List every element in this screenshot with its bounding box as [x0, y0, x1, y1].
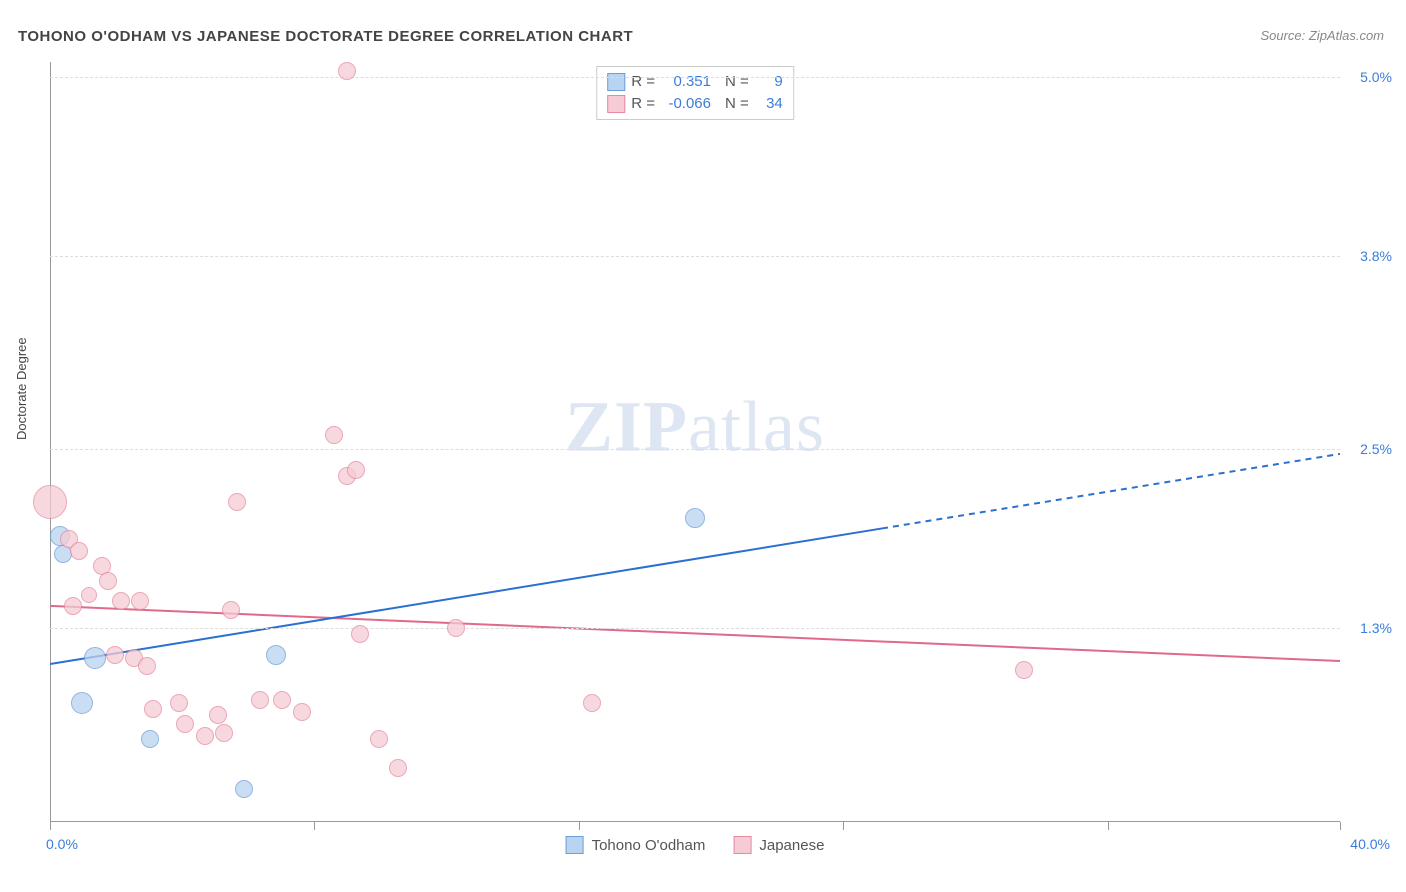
legend-bottom-item: Tohono O'odham [566, 836, 706, 854]
data-point [196, 727, 214, 745]
data-point [81, 587, 97, 603]
data-point [141, 730, 159, 748]
y-tick-label: 5.0% [1360, 69, 1392, 85]
gridline [50, 77, 1340, 78]
data-point [266, 645, 286, 665]
watermark: ZIPatlas [565, 385, 825, 468]
legend-n-label: N = [725, 71, 749, 93]
data-point [251, 691, 269, 709]
data-point [70, 542, 88, 560]
data-point [170, 694, 188, 712]
data-point [71, 692, 93, 714]
legend-swatch [607, 95, 625, 113]
data-point [338, 62, 356, 80]
x-tick-label-max: 40.0% [1350, 836, 1390, 852]
data-point [209, 706, 227, 724]
legend-swatch [566, 836, 584, 854]
data-point [106, 646, 124, 664]
data-point [685, 508, 705, 528]
source-label: Source: ZipAtlas.com [1260, 28, 1384, 43]
legend-top-row: R = -0.066 N = 34 [607, 93, 783, 115]
data-point [33, 485, 67, 519]
y-tick-label: 2.5% [1360, 441, 1392, 457]
legend-r-value: 0.351 [661, 71, 711, 93]
data-point [64, 597, 82, 615]
x-tick [1340, 822, 1341, 830]
legend-r-value: -0.066 [661, 93, 711, 115]
legend-swatch [607, 73, 625, 91]
data-point [293, 703, 311, 721]
y-tick-label: 1.3% [1360, 620, 1392, 636]
legend-label: Tohono O'odham [592, 837, 706, 854]
legend-top-row: R = 0.351 N = 9 [607, 71, 783, 93]
y-axis-label: Doctorate Degree [14, 337, 29, 440]
data-point [228, 493, 246, 511]
x-tick [50, 822, 51, 830]
data-point [351, 625, 369, 643]
data-point [389, 759, 407, 777]
legend-top: R = 0.351 N = 9 R = -0.066 N = 34 [596, 66, 794, 120]
gridline [50, 256, 1340, 257]
data-point [176, 715, 194, 733]
x-tick [314, 822, 315, 830]
legend-n-label: N = [725, 93, 749, 115]
legend-label: Japanese [759, 837, 824, 854]
y-tick-label: 3.8% [1360, 248, 1392, 264]
data-point [273, 691, 291, 709]
legend-bottom: Tohono O'odham Japanese [566, 836, 825, 854]
legend-r-label: R = [631, 71, 655, 93]
data-point [84, 647, 106, 669]
legend-bottom-item: Japanese [733, 836, 824, 854]
data-point [215, 724, 233, 742]
x-tick [1108, 822, 1109, 830]
data-point [112, 592, 130, 610]
data-point [347, 461, 365, 479]
x-tick [843, 822, 844, 830]
data-point [138, 657, 156, 675]
legend-swatch [733, 836, 751, 854]
data-point [447, 619, 465, 637]
x-axis-line [50, 821, 1340, 822]
data-point [144, 700, 162, 718]
y-axis-line [50, 62, 51, 822]
data-point [370, 730, 388, 748]
data-point [325, 426, 343, 444]
gridline [50, 449, 1340, 450]
data-point [235, 780, 253, 798]
x-tick-label-min: 0.0% [46, 836, 78, 852]
legend-n-value: 9 [755, 71, 783, 93]
plot-area: ZIPatlas R =0.351N =9R =-0.066N =34 Toho… [50, 62, 1340, 822]
chart-title: TOHONO O'ODHAM VS JAPANESE DOCTORATE DEG… [18, 28, 633, 45]
legend-n-value: 34 [755, 93, 783, 115]
data-point [1015, 661, 1033, 679]
gridline [50, 628, 1340, 629]
data-point [222, 601, 240, 619]
legend-r-label: R = [631, 93, 655, 115]
data-point [583, 694, 601, 712]
x-tick [579, 822, 580, 830]
trend-lines [50, 62, 1340, 822]
data-point [99, 572, 117, 590]
data-point [131, 592, 149, 610]
